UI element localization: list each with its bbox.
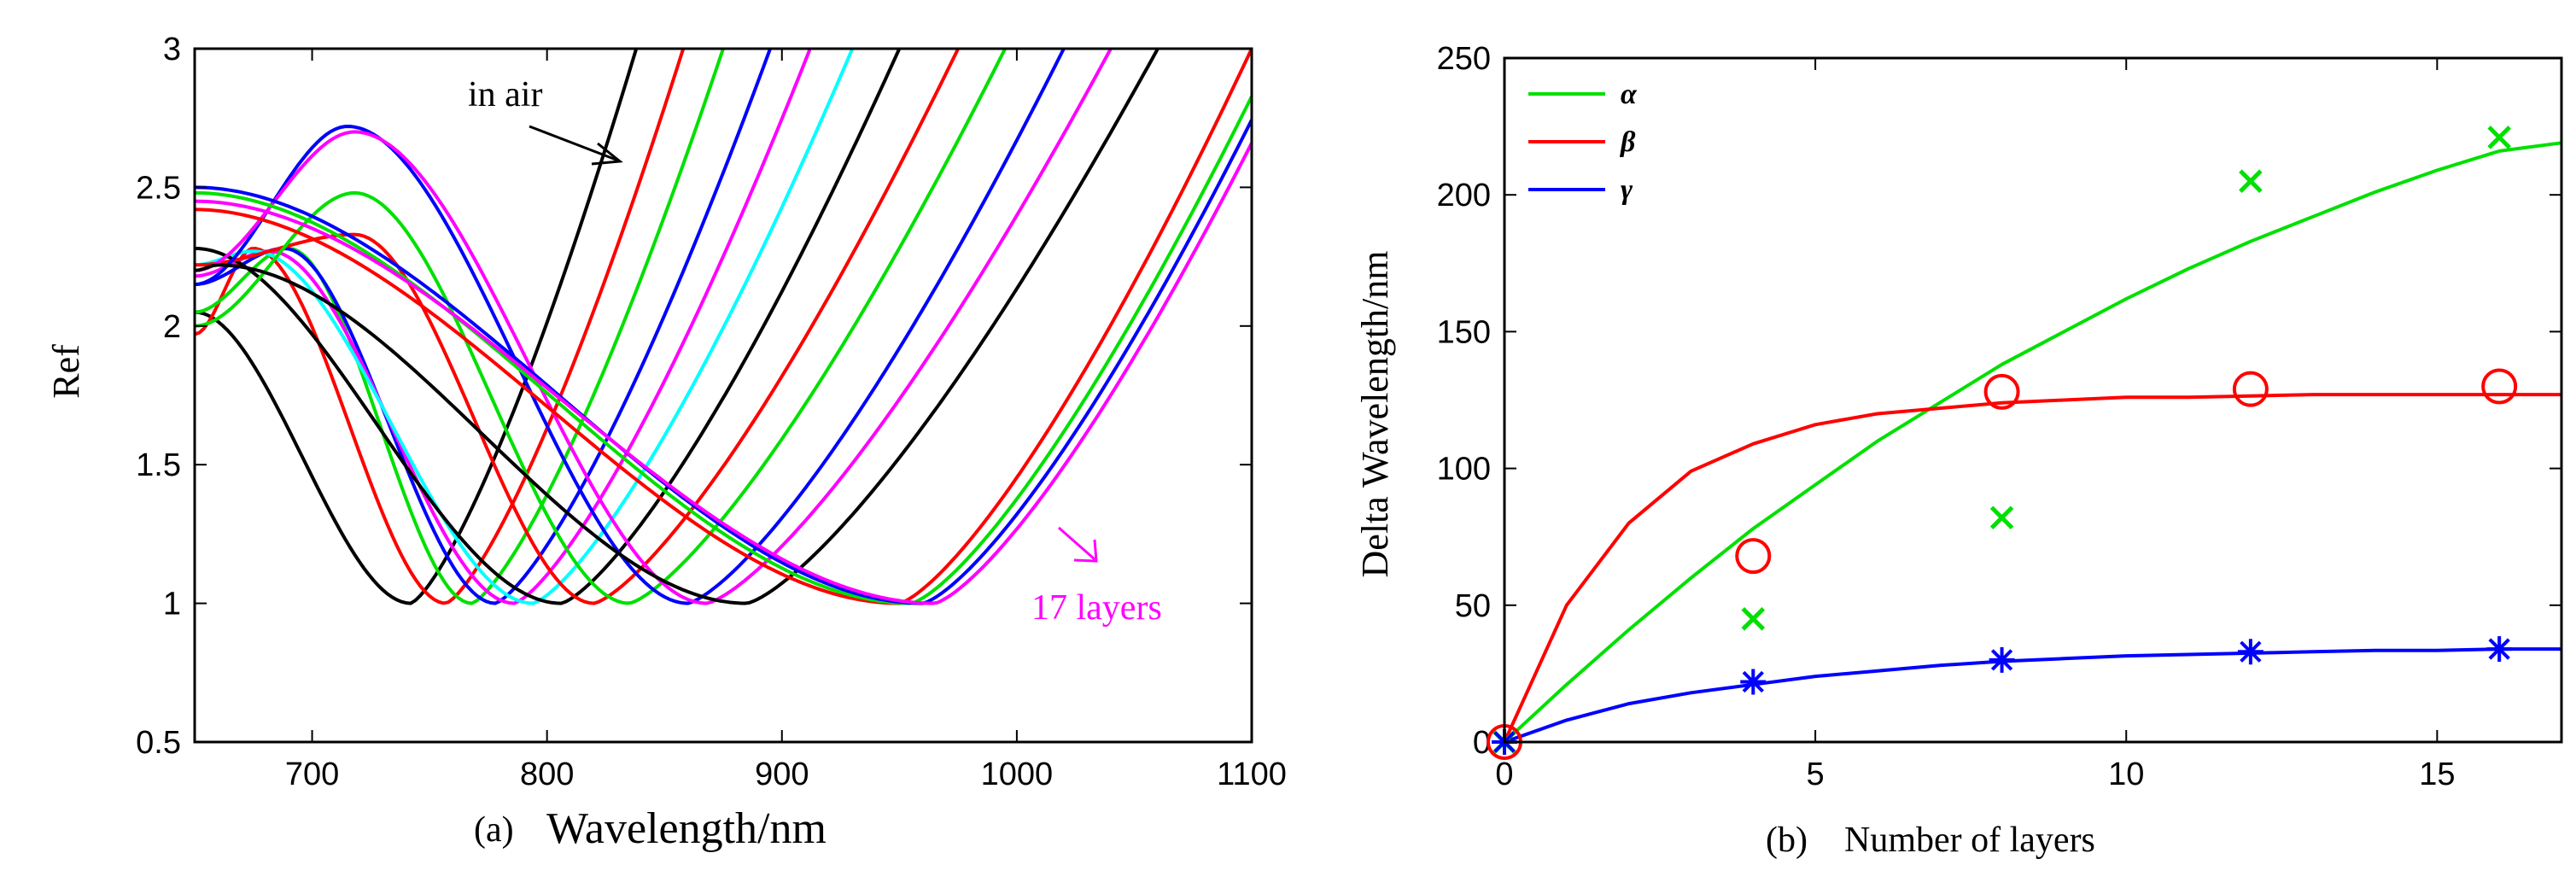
panel-a-caption-prefix: (a) <box>474 810 514 850</box>
panel-a-x-tick-label: 1000 <box>981 757 1054 792</box>
panel-b-data-points <box>1487 126 2518 760</box>
legend-label: γ <box>1621 174 1633 206</box>
panel-a-x-tick-label: 900 <box>755 757 809 792</box>
data-point-alpha <box>1741 607 1766 631</box>
panel-a-x-tick-label: 800 <box>520 757 574 792</box>
annotation-17-layers-arrowhead <box>1073 539 1098 563</box>
panel-b-y-tick-label: 200 <box>1437 178 1491 213</box>
reflectance-line-curve-6 <box>195 49 855 605</box>
reflectance-line-curve-8 <box>195 49 961 605</box>
data-point-beta <box>2232 371 2269 407</box>
panel-b-y-tick-label: 100 <box>1437 452 1491 488</box>
data-point-alpha <box>2487 126 2511 149</box>
panel-b-fit-lines <box>1503 141 2562 744</box>
reflectance-line-curve-7 <box>195 49 902 605</box>
reflectance-line-curve-9 <box>195 49 1008 605</box>
fit-line-beta <box>1503 393 2561 743</box>
reflectance-line-curve-1 <box>195 49 639 605</box>
panel-b-legend: αβγ <box>1528 79 1638 206</box>
legend-label: β <box>1619 126 1636 158</box>
panel-b-x-tick-label: 0 <box>1495 757 1513 792</box>
panel-b-y-tick-label: 50 <box>1455 588 1491 624</box>
panel-b-y-tick-label: 0 <box>1473 725 1491 761</box>
legend-label: α <box>1621 79 1638 110</box>
reflectance-line-curve-14 <box>195 96 1252 605</box>
panel-b-caption-prefix: (b) <box>1766 821 1808 860</box>
panel-a-plot-frame <box>193 47 1253 744</box>
data-point-alpha <box>1989 505 2014 530</box>
panel-b-y-tick-label: 150 <box>1437 314 1491 350</box>
panel-a-reflectance-chart: Ref 700 800 900 1000 1100 0.5 1 1.5 2 2.5 3 in air… <box>45 32 1287 853</box>
reflectance-line-curve-2 <box>195 49 686 605</box>
panel-a-y-tick-label: 2.5 <box>136 170 181 206</box>
annotation-in-air-arrow <box>529 125 619 162</box>
panel-a-y-tick-label: 2 <box>163 309 181 345</box>
data-point-gamma <box>1989 646 2015 673</box>
reflectance-line-curve-11 <box>195 49 1113 605</box>
panel-b-y-tick-label: 250 <box>1437 41 1491 77</box>
reflectance-line-curve-16 <box>195 142 1252 605</box>
reflectance-line-curve-15 <box>195 119 1252 605</box>
fit-line-alpha <box>1503 141 2562 744</box>
panel-b-x-tick-label: 10 <box>2108 757 2144 792</box>
panel-a-curves <box>195 49 1252 605</box>
panel-a-x-axis-label: Wavelength/nm <box>546 804 827 853</box>
panel-a-y-tick-label: 3 <box>163 32 181 67</box>
data-point-beta <box>1983 373 2020 410</box>
panel-b-x-tick-label: 5 <box>1807 757 1825 792</box>
panel-b-x-axis-label: Number of layers <box>1844 821 2095 860</box>
panel-a-x-tick-label: 700 <box>285 757 339 792</box>
legend-entry: β <box>1528 126 1636 158</box>
panel-a-y-tick-label: 0.5 <box>136 725 181 761</box>
panel-a-y-axis-label: Ref <box>45 344 87 399</box>
panel-a-y-tick-label: 1.5 <box>136 447 181 483</box>
annotation-17-layers-arrow <box>1058 526 1095 561</box>
data-point-gamma <box>2486 636 2513 663</box>
reflectance-line-curve-12 <box>195 49 1160 605</box>
panel-b-delta-wavelength-chart: Delta Wavelength/nm 0 5 10 1505010015020025… <box>1354 41 2563 860</box>
annotation-in-air-arrowhead <box>591 142 623 166</box>
data-point-alpha <box>2239 169 2263 193</box>
data-point-gamma <box>1740 669 1767 695</box>
panel-b-x-tick-label: 15 <box>2419 757 2455 792</box>
annotation-17-layers: 17 layers <box>1031 588 1162 628</box>
reflectance-line-curve-3 <box>195 49 726 605</box>
panel-a-x-tick-label: 1100 <box>1217 757 1287 792</box>
legend-entry: γ <box>1528 174 1633 206</box>
legend-entry: α <box>1528 79 1638 110</box>
fit-line-gamma <box>1504 647 2561 744</box>
panel-a-y-tick-label: 1 <box>163 587 181 622</box>
data-point-beta <box>1735 538 1772 575</box>
panel-a-ticks: 700 800 900 1000 1100 0.5 1 1.5 2 2.5 3 <box>136 32 1287 792</box>
data-point-beta <box>2481 368 2518 405</box>
panel-b-y-axis-label: Delta Wavelength/nm <box>1354 251 1396 578</box>
panel-b-plot-frame <box>1503 56 2563 744</box>
reflectance-line-curve-13 <box>195 49 1252 605</box>
data-point-gamma <box>2237 639 2263 665</box>
reflectance-line-curve-10 <box>195 49 1066 605</box>
annotation-in-air: in air <box>468 75 542 114</box>
